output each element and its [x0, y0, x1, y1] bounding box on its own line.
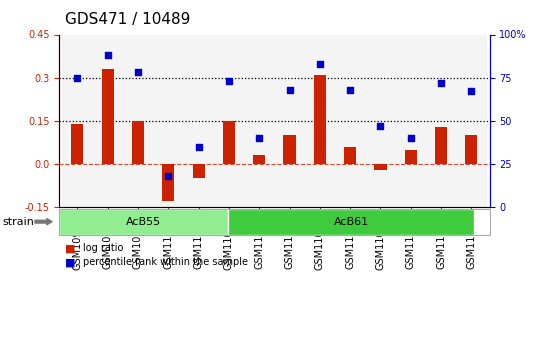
Bar: [123, 34, 153, 207]
Point: [103, 52, 112, 58]
Bar: [405, 149, 417, 164]
Point: [164, 173, 173, 179]
Point: [316, 61, 324, 67]
Bar: [435, 127, 447, 164]
Point: [376, 123, 385, 129]
Point: [346, 87, 355, 92]
Text: GDS471 / 10489: GDS471 / 10489: [65, 12, 190, 27]
Bar: [344, 147, 356, 164]
Point: [194, 144, 203, 149]
Bar: [374, 164, 386, 170]
Point: [437, 80, 445, 86]
Bar: [132, 121, 144, 164]
Bar: [162, 164, 174, 201]
Text: log ratio: log ratio: [83, 244, 124, 253]
Text: AcB61: AcB61: [334, 217, 369, 227]
Bar: [223, 121, 235, 164]
Bar: [244, 34, 274, 207]
Bar: [456, 34, 486, 207]
Point: [467, 89, 476, 94]
Bar: [335, 34, 365, 207]
Text: AcB55: AcB55: [126, 217, 161, 227]
Text: strain: strain: [3, 217, 34, 227]
Bar: [274, 34, 305, 207]
Text: percentile rank within the sample: percentile rank within the sample: [83, 257, 249, 267]
Bar: [253, 155, 265, 164]
Bar: [305, 34, 335, 207]
Bar: [284, 135, 295, 164]
Point: [255, 135, 264, 141]
Bar: [72, 124, 83, 164]
Bar: [153, 34, 183, 207]
Point: [285, 87, 294, 92]
Bar: [93, 34, 123, 207]
Bar: [193, 164, 204, 178]
Bar: [426, 34, 456, 207]
Point: [224, 78, 233, 84]
Point: [73, 75, 82, 80]
Bar: [395, 34, 426, 207]
Bar: [62, 34, 93, 207]
Bar: [365, 34, 395, 207]
Bar: [465, 135, 477, 164]
Text: ■: ■: [65, 244, 75, 253]
Bar: [102, 69, 114, 164]
Point: [133, 70, 142, 75]
Text: ■: ■: [65, 257, 75, 267]
Point: [407, 135, 415, 141]
Bar: [183, 34, 214, 207]
Bar: [314, 75, 326, 164]
Bar: [214, 34, 244, 207]
